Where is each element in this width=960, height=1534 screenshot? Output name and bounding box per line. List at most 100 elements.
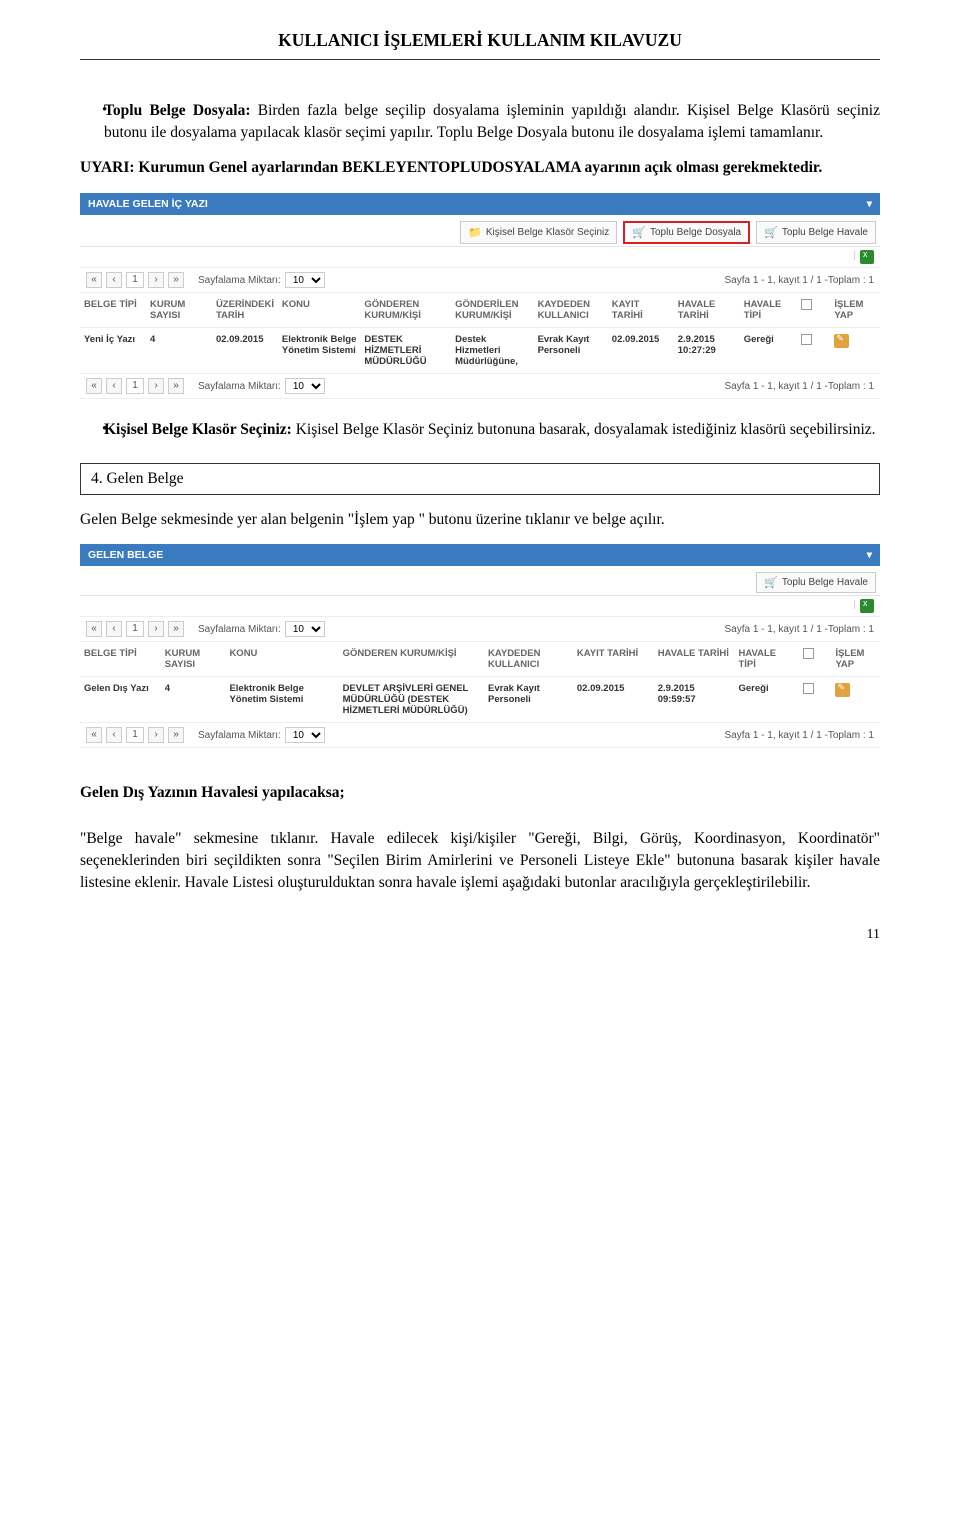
table-row[interactable]: Yeni İç Yazı 4 02.09.2015 Elektronik Bel…	[80, 328, 880, 374]
table-header-row: BELGE TİPİ KURUM SAYISI KONU GÖNDEREN KU…	[80, 642, 880, 677]
pager-page-input[interactable]: 1	[126, 378, 144, 394]
toplu-belge-dosyala-button[interactable]: Toplu Belge Dosyala	[623, 221, 750, 244]
col-kaydeden[interactable]: KAYDEDEN KULLANICI	[484, 642, 573, 677]
pager-info: Sayfa 1 - 1, kayıt 1 / 1 -Toplam : 1	[724, 381, 874, 392]
cell-havale-tipi: Gereği	[740, 328, 798, 374]
data-grid: BELGE TİPİ KURUM SAYISI KONU GÖNDEREN KU…	[80, 642, 880, 723]
col-checkbox[interactable]	[799, 642, 831, 677]
col-kurum-sayisi[interactable]: KURUM SAYISI	[146, 293, 212, 328]
pager-prev-button[interactable]: ‹	[106, 727, 122, 743]
col-konu[interactable]: KONU	[278, 293, 360, 328]
cell-kurum-sayisi: 4	[146, 328, 212, 374]
col-checkbox[interactable]	[797, 293, 830, 328]
cell-belge-tipi: Gelen Dış Yazı	[80, 677, 161, 723]
divider-vert: |	[853, 250, 856, 264]
cell-checkbox[interactable]	[797, 328, 830, 374]
col-gonderen[interactable]: GÖNDEREN KURUM/KİŞİ	[339, 642, 484, 677]
screenshot-gelen-belge: GELEN BELGE ▾ Toplu Belge Havale | « ‹ 1…	[80, 544, 880, 748]
col-kurum-sayisi[interactable]: KURUM SAYISI	[161, 642, 226, 677]
screenshot-havale-gelen-ic-yazi: HAVALE GELEN İÇ YAZI ▾ Kişisel Belge Kla…	[80, 193, 880, 399]
col-gonderen[interactable]: GÖNDEREN KURUM/KİŞİ	[360, 293, 451, 328]
col-kaydeden[interactable]: KAYDEDEN KULLANICI	[534, 293, 608, 328]
pager-first-button[interactable]: «	[86, 378, 102, 394]
panel-header: HAVALE GELEN İÇ YAZI ▾	[80, 193, 880, 215]
pager-last-button[interactable]: »	[168, 621, 184, 637]
col-havale-tipi[interactable]: HAVALE TİPİ	[740, 293, 798, 328]
col-havale-tarihi[interactable]: HAVALE TARİHİ	[674, 293, 740, 328]
collapse-icon[interactable]: ▾	[867, 198, 872, 210]
col-uzerindeki-tarih[interactable]: ÜZERİNDEKİ TARİH	[212, 293, 278, 328]
pager-bottom: « ‹ 1 › » Sayfalama Miktarı: 10 Sayfa 1 …	[80, 723, 880, 748]
pager-prev-button[interactable]: ‹	[106, 621, 122, 637]
col-havale-tipi[interactable]: HAVALE TİPİ	[734, 642, 799, 677]
pager-prev-button[interactable]: ‹	[106, 272, 122, 288]
col-belge-tipi[interactable]: BELGE TİPİ	[80, 293, 146, 328]
table-row[interactable]: Gelen Dış Yazı 4 Elektronik Belge Yöneti…	[80, 677, 880, 723]
col-havale-tarihi[interactable]: HAVALE TARİHİ	[654, 642, 735, 677]
uyari-paragraph: UYARI: Kurumun Genel ayarlarından BEKLEY…	[80, 157, 880, 179]
pager-next-button[interactable]: ›	[148, 272, 164, 288]
section-box-gelen-belge: 4. Gelen Belge	[80, 463, 880, 495]
toplu-belge-havale-button[interactable]: Toplu Belge Havale	[756, 221, 876, 244]
col-islem-yap[interactable]: İŞLEM YAP	[831, 642, 880, 677]
top-button-row: Toplu Belge Havale	[80, 566, 880, 596]
col-belge-tipi[interactable]: BELGE TİPİ	[80, 642, 161, 677]
cart-icon	[632, 226, 646, 239]
pager-bottom: « ‹ 1 › » Sayfalama Miktarı: 10 Sayfa 1 …	[80, 374, 880, 399]
col-kayit-tarihi[interactable]: KAYIT TARİHİ	[608, 293, 674, 328]
pager-page-input[interactable]: 1	[126, 727, 144, 743]
pager-prev-button[interactable]: ‹	[106, 378, 122, 394]
col-islem-yap[interactable]: İŞLEM YAP	[830, 293, 880, 328]
panel-header: GELEN BELGE ▾	[80, 544, 880, 566]
pager-last-button[interactable]: »	[168, 727, 184, 743]
bullet-kisisel-belge-klasor: • Kişisel Belge Klasör Seçiniz: Kişisel …	[80, 419, 880, 441]
bullet-dot-icon: •	[80, 419, 104, 441]
cart-icon	[764, 226, 778, 239]
pager-page-input[interactable]: 1	[126, 621, 144, 637]
pager-first-button[interactable]: «	[86, 272, 102, 288]
cell-checkbox[interactable]	[799, 677, 831, 723]
cell-islem-yap[interactable]	[831, 677, 880, 723]
col-kayit-tarihi[interactable]: KAYIT TARİHİ	[573, 642, 654, 677]
data-grid: BELGE TİPİ KURUM SAYISI ÜZERİNDEKİ TARİH…	[80, 293, 880, 374]
folder-icon	[468, 226, 482, 239]
pager-size-select[interactable]: 10	[285, 272, 325, 288]
excel-export-icon[interactable]	[860, 250, 874, 264]
bullet-toplu-belge-dosyala: • Toplu Belge Dosyala: Birden fazla belg…	[80, 100, 880, 143]
cell-gonderilen: Destek Hizmetleri Müdürlüğüne,	[451, 328, 533, 374]
pager-first-button[interactable]: «	[86, 727, 102, 743]
cell-kurum-sayisi: 4	[161, 677, 226, 723]
edit-icon	[835, 683, 850, 697]
pager-first-button[interactable]: «	[86, 621, 102, 637]
pager-last-button[interactable]: »	[168, 272, 184, 288]
table-header-row: BELGE TİPİ KURUM SAYISI ÜZERİNDEKİ TARİH…	[80, 293, 880, 328]
pager-size-select[interactable]: 10	[285, 727, 325, 743]
cell-kayit-tarihi: 02.09.2015	[573, 677, 654, 723]
pager-page-input[interactable]: 1	[126, 272, 144, 288]
para-gelen-belge: Gelen Belge sekmesinde yer alan belgenin…	[80, 509, 880, 531]
pager-next-button[interactable]: ›	[148, 378, 164, 394]
cell-kaydeden: Evrak Kayıt Personeli	[484, 677, 573, 723]
pager-info: Sayfa 1 - 1, kayıt 1 / 1 -Toplam : 1	[724, 624, 874, 635]
pager-size-select[interactable]: 10	[285, 378, 325, 394]
toplu-belge-havale-button[interactable]: Toplu Belge Havale	[756, 572, 876, 593]
panel-title: HAVALE GELEN İÇ YAZI	[88, 198, 208, 210]
edit-icon	[834, 334, 849, 348]
pager-label: Sayfalama Miktarı:	[198, 624, 281, 635]
kisisel-belge-klasor-button[interactable]: Kişisel Belge Klasör Seçiniz	[460, 221, 617, 244]
cell-havale-tipi: Gereği	[734, 677, 799, 723]
col-gonderilen[interactable]: GÖNDERİLEN KURUM/KİŞİ	[451, 293, 533, 328]
cell-islem-yap[interactable]	[830, 328, 880, 374]
doc-title: KULLANICI İŞLEMLERİ KULLANIM KILAVUZU	[80, 30, 880, 60]
cell-gonderen: DESTEK HİZMETLERİ MÜDÜRLÜĞÜ	[360, 328, 451, 374]
pager-next-button[interactable]: ›	[148, 727, 164, 743]
pager-last-button[interactable]: »	[168, 378, 184, 394]
pager-label: Sayfalama Miktarı:	[198, 381, 281, 392]
pager-top: « ‹ 1 › » Sayfalama Miktarı: 10 Sayfa 1 …	[80, 617, 880, 642]
collapse-icon[interactable]: ▾	[867, 549, 872, 561]
pager-next-button[interactable]: ›	[148, 621, 164, 637]
bullet1-label: Toplu Belge Dosyala:	[104, 102, 251, 119]
excel-export-icon[interactable]	[860, 599, 874, 613]
pager-size-select[interactable]: 10	[285, 621, 325, 637]
col-konu[interactable]: KONU	[225, 642, 338, 677]
